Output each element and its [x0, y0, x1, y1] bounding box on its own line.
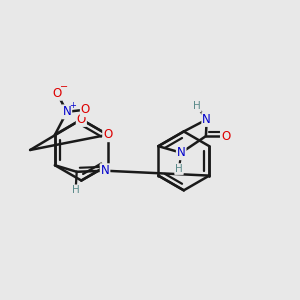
- Text: H: H: [72, 185, 80, 195]
- Text: O: O: [81, 103, 90, 116]
- Text: O: O: [221, 130, 230, 142]
- Text: N: N: [177, 146, 186, 159]
- Text: N: N: [62, 105, 71, 119]
- Text: N: N: [101, 164, 110, 177]
- Text: O: O: [52, 87, 62, 100]
- Text: O: O: [103, 128, 112, 141]
- Text: N: N: [202, 113, 211, 126]
- Text: −: −: [60, 82, 68, 92]
- Text: O: O: [77, 113, 86, 126]
- Text: H: H: [175, 164, 183, 174]
- Text: +: +: [70, 101, 76, 110]
- Text: H: H: [193, 101, 201, 111]
